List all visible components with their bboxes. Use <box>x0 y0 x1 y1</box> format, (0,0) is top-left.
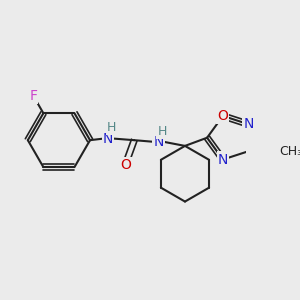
Text: F: F <box>29 88 37 103</box>
Text: N: N <box>218 152 228 167</box>
Text: N: N <box>243 117 254 131</box>
Text: H: H <box>158 125 167 138</box>
Text: O: O <box>121 158 131 172</box>
Text: H: H <box>106 122 116 134</box>
Text: CH₃: CH₃ <box>280 145 300 158</box>
Text: N: N <box>154 135 164 149</box>
Text: N: N <box>103 131 113 146</box>
Text: O: O <box>218 109 228 123</box>
